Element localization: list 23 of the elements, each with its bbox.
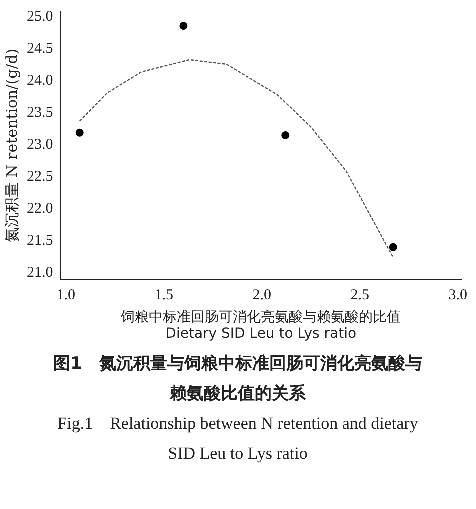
y-tick-label: 21.5 [27,232,54,249]
text: Fig.1 Relationship between N retention and dietary SID Leu to Lys ratio [56,413,420,465]
line-series [79,59,394,258]
y-tick-label: 23.0 [27,137,54,153]
y-axis-title: 氮沉积量 N retention/(g/d) [2,48,21,243]
y-tick-label: 25.0 [27,9,54,26]
x-tick-label: 2.5 [350,287,370,304]
point [282,131,290,140]
y-tick-label: 24.0 [27,73,54,90]
y-tick-label: 23.5 [27,105,54,122]
x-axis-title: 饲粮中标准回肠可消化亮氨酸与赖氨酸的比值 Dietary SID Leu to Lys ratio [120,309,402,342]
point [76,128,84,137]
x-tick-label: 3.0 [448,287,468,304]
x-tick-label: 1.5 [154,287,174,304]
x-tick-label: 2.0 [252,287,272,304]
text: 图1 氮沉积量与饲粮中标准回肠可消化亮氨酸与赖氨酸比值的关系 [52,353,424,406]
point [389,243,398,252]
point [180,22,188,30]
x-tick-label: 1.0 [56,287,76,304]
y-tick-label: 22.0 [27,200,54,217]
y-tick-label: 21.0 [27,264,54,281]
y-tick-label: 22.5 [27,168,54,185]
y-tick-label: 24.5 [27,41,54,58]
